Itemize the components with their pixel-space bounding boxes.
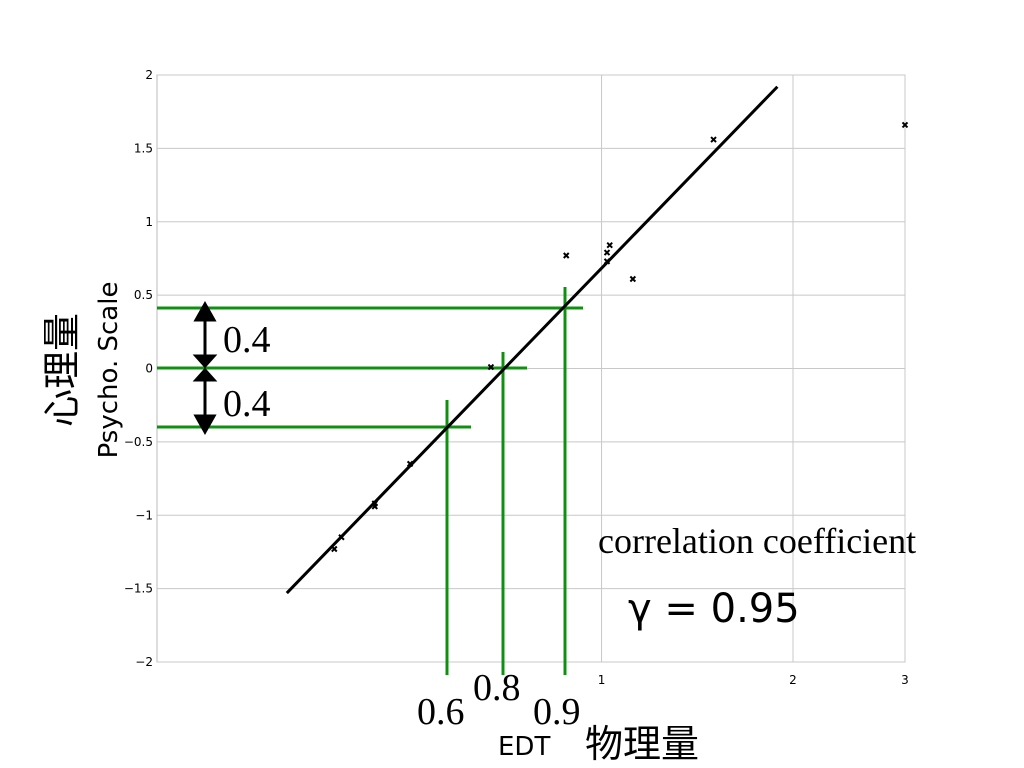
annotation: 0.9 bbox=[533, 691, 581, 733]
point bbox=[338, 534, 345, 541]
data-layer bbox=[285, 85, 909, 595]
y-tick-label: −0.5 bbox=[124, 435, 153, 449]
annotation-guides bbox=[157, 287, 583, 675]
y-tick-label: 2 bbox=[145, 68, 153, 82]
arrow-head bbox=[193, 300, 217, 322]
point bbox=[629, 275, 637, 283]
annotation: 0.8 bbox=[473, 667, 521, 709]
point bbox=[406, 460, 414, 468]
annotation: 0.4 bbox=[223, 383, 271, 425]
x-tick-label: 3 bbox=[901, 673, 909, 687]
y-axis-label: 心理量 bbox=[40, 313, 84, 427]
y-axis-label: Psycho. Scale bbox=[94, 282, 124, 459]
axes: −2 −1.5 −1 −0.5 0 0.5 1 1.5 2 1 2 3 bbox=[124, 68, 909, 687]
y-tick-label: −1.5 bbox=[124, 582, 153, 596]
point bbox=[603, 258, 611, 265]
point bbox=[487, 363, 495, 371]
point bbox=[901, 121, 909, 129]
annotation: γ = 0.95 bbox=[628, 586, 800, 632]
y-tick-label: −1 bbox=[135, 508, 153, 522]
x-axis-label: EDT bbox=[498, 732, 550, 762]
y-tick-label: 0.5 bbox=[134, 288, 153, 302]
trend-line bbox=[285, 85, 779, 595]
x-tick-label: 1 bbox=[598, 673, 606, 687]
annotation: correlation coefficient bbox=[598, 521, 916, 561]
annotation: 0.6 bbox=[417, 691, 465, 733]
y-tick-label: 0 bbox=[145, 362, 153, 376]
arrow-head bbox=[192, 367, 218, 382]
annotation: 0.4 bbox=[223, 319, 271, 361]
step-arrows bbox=[192, 300, 218, 436]
point bbox=[603, 249, 611, 256]
point bbox=[331, 545, 338, 553]
point bbox=[710, 136, 717, 143]
y-tick-label: 1 bbox=[145, 215, 153, 229]
point bbox=[371, 503, 378, 510]
x-tick-label: 2 bbox=[789, 673, 797, 687]
y-tick-label: −2 bbox=[135, 655, 153, 669]
x-axis-label: 物理量 bbox=[585, 722, 699, 766]
arrow-head bbox=[192, 354, 218, 369]
y-tick-label: 1.5 bbox=[134, 141, 153, 155]
point bbox=[563, 252, 570, 259]
point bbox=[606, 242, 613, 249]
arrow-head bbox=[193, 414, 217, 436]
